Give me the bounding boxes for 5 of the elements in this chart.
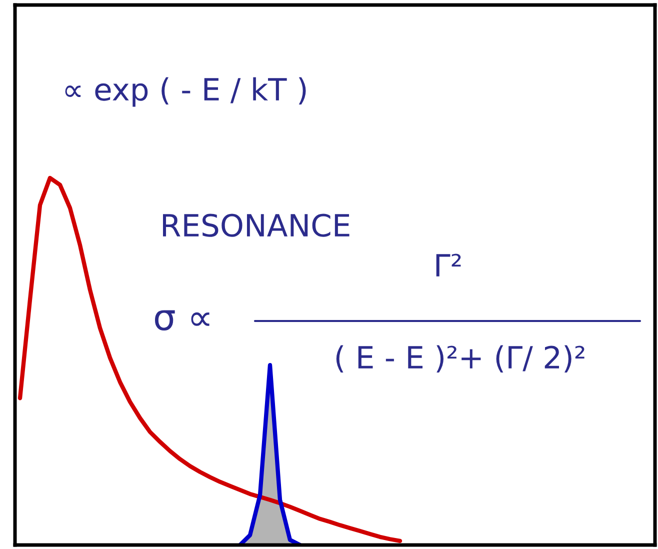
annotation: σ ∝ — [154, 310, 210, 330]
text: ∝ exp ( - E / kT ) — [65, 77, 306, 107]
annotation: ( E - E )²+ (Γ/ 2)² — [336, 345, 584, 372]
annotation: Γ² — [436, 254, 461, 276]
annotation: RESONANCE — [163, 214, 350, 237]
